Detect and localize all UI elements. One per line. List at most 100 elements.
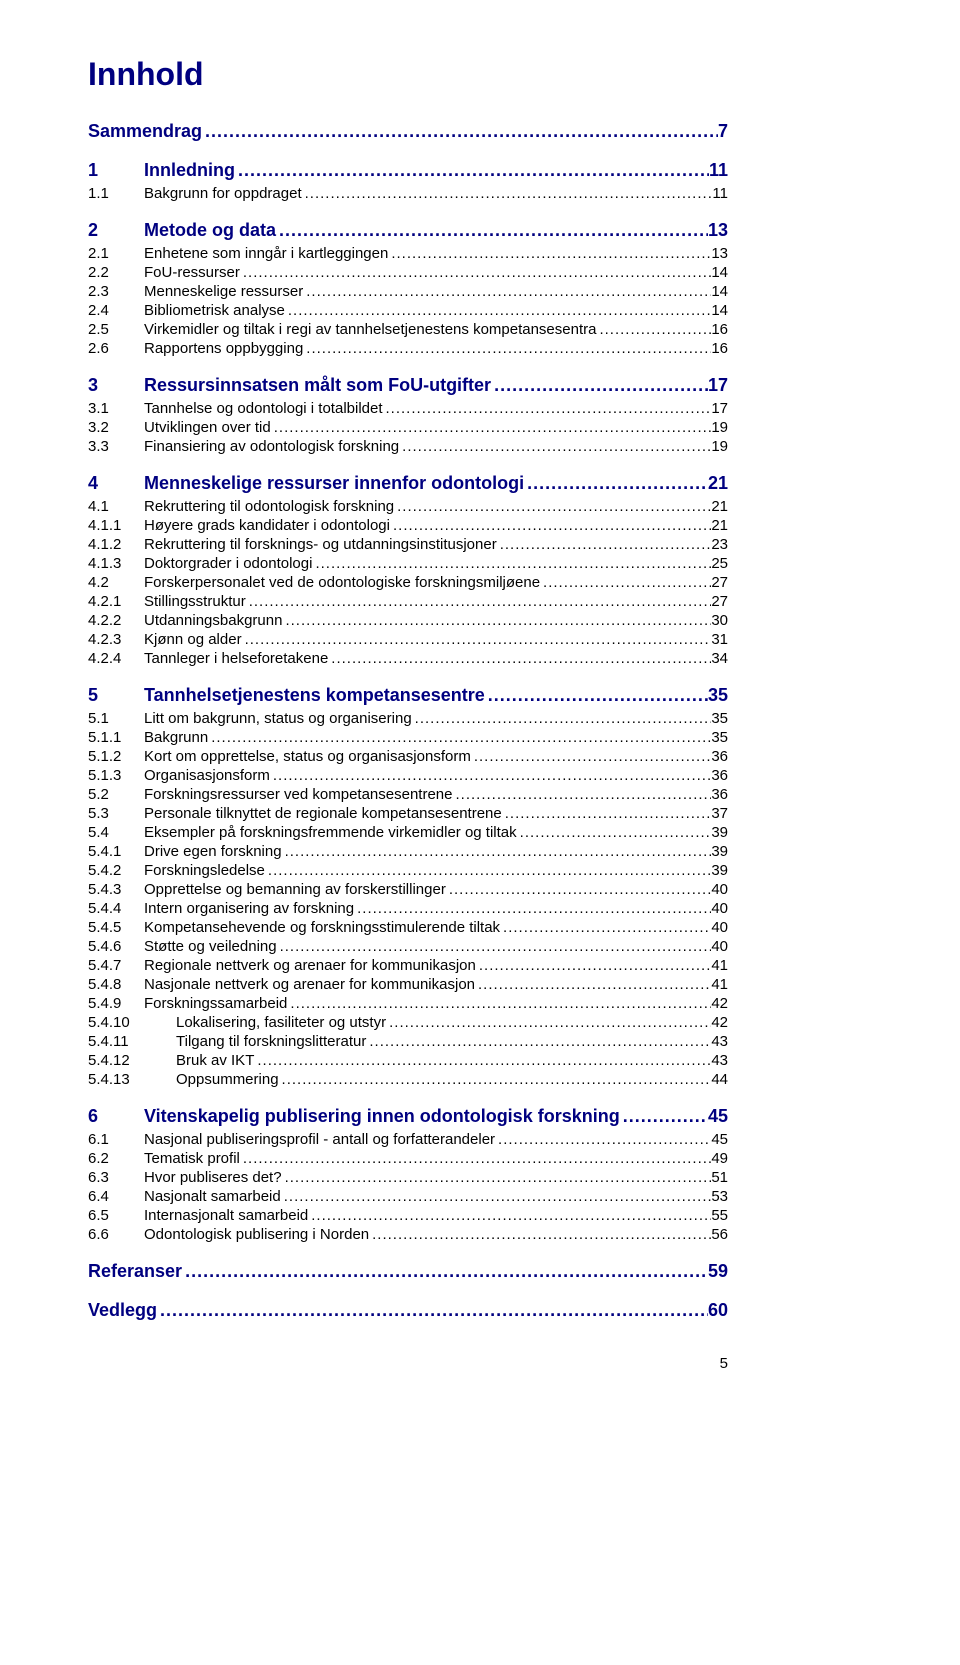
page-number: 5 (88, 1355, 728, 1372)
toc-entry-page: 14 (711, 302, 728, 319)
toc-entry-page: 53 (711, 1188, 728, 1205)
toc-entry-label: Tematisk profil (144, 1150, 240, 1167)
toc-entry-label: Internasjonalt samarbeid (144, 1207, 308, 1224)
toc-entry-label: Utdanningsbakgrunn (144, 612, 282, 629)
toc-entry-number: 3.1 (88, 400, 144, 417)
toc-dot-leader (399, 438, 711, 455)
toc-entry-number: 4 (88, 473, 144, 494)
toc-entry-page: 39 (711, 862, 728, 879)
toc-entry-page: 23 (711, 536, 728, 553)
toc-entry-label: Bruk av IKT (176, 1052, 254, 1069)
toc-entry-page: 45 (708, 1106, 728, 1127)
toc-entry: 4.2.4Tannleger i helseforetakene34 (88, 650, 728, 667)
toc-dot-leader (388, 245, 711, 262)
toc-entry: 5.4Eksempler på forskningsfremmende virk… (88, 824, 728, 841)
toc-entry-number: 5.4.11 (88, 1033, 176, 1050)
toc-entry-number: 5 (88, 685, 144, 706)
toc-dot-leader (157, 1300, 708, 1321)
toc-list: Sammendrag71Innledning111.1Bakgrunn for … (88, 121, 728, 1321)
toc-entry: 5.4.10Lokalisering, fasiliteter og utsty… (88, 1014, 728, 1031)
toc-entry-page: 19 (711, 438, 728, 455)
toc-entry-label: Odontologisk publisering i Norden (144, 1226, 369, 1243)
toc-entry-label: Bibliometrisk analyse (144, 302, 285, 319)
toc-dot-leader (390, 517, 711, 534)
toc-entry-number: 6.3 (88, 1169, 144, 1186)
toc-entry-label: Forskerpersonalet ved de odontologiske f… (144, 574, 540, 591)
toc-entry-label: Ressursinnsatsen målt som FoU-utgifter (144, 375, 491, 396)
toc-entry-page: 40 (711, 919, 728, 936)
toc-entry-label: Personale tilknyttet de regionale kompet… (144, 805, 502, 822)
toc-entry: 6.6Odontologisk publisering i Norden 56 (88, 1226, 728, 1243)
toc-entry-page: 49 (711, 1150, 728, 1167)
toc-entry-page: 30 (711, 612, 728, 629)
toc-entry-page: 35 (711, 729, 728, 746)
toc-dot-leader (502, 805, 712, 822)
toc-entry-number: 4.1 (88, 498, 144, 515)
toc-entry-page: 13 (711, 245, 728, 262)
toc-entry: 3.2Utviklingen over tid19 (88, 419, 728, 436)
toc-entry: 4.1.2Rekruttering til forsknings- og utd… (88, 536, 728, 553)
toc-entry-number: 6.6 (88, 1226, 144, 1243)
toc-entry: 5.2Forskningsressurser ved kompetansesen… (88, 786, 728, 803)
toc-dot-leader (276, 220, 708, 241)
toc-entry: 4.2.2Utdanningsbakgrunn30 (88, 612, 728, 629)
toc-dot-leader (620, 1106, 708, 1127)
toc-dot-leader (208, 729, 711, 746)
toc-entry: 5.4.5Kompetansehevende og forskningsstim… (88, 919, 728, 936)
toc-entry-page: 21 (708, 473, 728, 494)
toc-entry-number: 2.6 (88, 340, 144, 357)
toc-entry: 5.4.11Tilgang til forskningslitteratur 43 (88, 1033, 728, 1050)
toc-entry-page: 60 (708, 1300, 728, 1321)
toc-entry-page: 45 (711, 1131, 728, 1148)
toc-entry-page: 36 (711, 786, 728, 803)
toc-entry-number: 4.2.3 (88, 631, 144, 648)
toc-entry: 6.5Internasjonalt samarbeid55 (88, 1207, 728, 1224)
toc-entry-label: Kjønn og alder (144, 631, 242, 648)
toc-entry-page: 34 (711, 650, 728, 667)
toc-dot-leader (254, 1052, 711, 1069)
toc-entry-number: 5.4.13 (88, 1071, 176, 1088)
toc-entry-label: Menneskelige ressurser innenfor odontolo… (144, 473, 524, 494)
toc-dot-leader (475, 976, 711, 993)
toc-dot-leader (282, 612, 711, 629)
toc-entry: 5.1.2Kort om opprettelse, status og orga… (88, 748, 728, 765)
toc-dot-leader (246, 593, 712, 610)
toc-dot-leader (281, 1188, 712, 1205)
toc-dot-leader (271, 419, 712, 436)
toc-entry-label: Opprettelse og bemanning av forskerstill… (144, 881, 446, 898)
toc-entry-label: Virkemidler og tiltak i regi av tannhels… (144, 321, 596, 338)
toc-entry-page: 14 (711, 264, 728, 281)
toc-entry-page: 43 (711, 1033, 728, 1050)
toc-entry-page: 39 (711, 843, 728, 860)
toc-entry-label: Tilgang til forskningslitteratur (176, 1033, 366, 1050)
toc-dot-leader (279, 1071, 712, 1088)
toc-dot-leader (517, 824, 712, 841)
toc-entry-number: 5.4.10 (88, 1014, 176, 1031)
toc-entry: 5.4.8Nasjonale nettverk og arenaer for k… (88, 976, 728, 993)
toc-entry-label: Nasjonale nettverk og arenaer for kommun… (144, 976, 475, 993)
toc-dot-leader (303, 340, 711, 357)
toc-entry-label: Oppsummering (176, 1071, 279, 1088)
toc-entry-number: 5.4.4 (88, 900, 144, 917)
toc-entry-page: 43 (711, 1052, 728, 1069)
toc-dot-leader (312, 555, 711, 572)
toc-dot-leader (328, 650, 711, 667)
toc-entry-label: Vedlegg (88, 1300, 157, 1321)
toc-entry-label: Finansiering av odontologisk forskning (144, 438, 399, 455)
toc-entry: 3.1Tannhelse og odontologi i totalbildet… (88, 400, 728, 417)
toc-entry-page: 14 (711, 283, 728, 300)
toc-entry-label: Metode og data (144, 220, 276, 241)
toc-dot-leader (485, 685, 708, 706)
toc-entry: 1Innledning11 (88, 160, 728, 181)
toc-entry-page: 56 (711, 1226, 728, 1243)
toc-entry-page: 27 (711, 574, 728, 591)
toc-entry: 2.6Rapportens oppbygging16 (88, 340, 728, 357)
toc-dot-leader (369, 1226, 711, 1243)
toc-entry-page: 39 (711, 824, 728, 841)
toc-entry-label: Eksempler på forskningsfremmende virkemi… (144, 824, 517, 841)
toc-entry-label: Tannhelsetjenestens kompetansesentre (144, 685, 485, 706)
toc-dot-leader (282, 1169, 712, 1186)
toc-entry-page: 40 (711, 881, 728, 898)
toc-entry-page: 41 (711, 976, 728, 993)
toc-dot-leader (412, 710, 712, 727)
